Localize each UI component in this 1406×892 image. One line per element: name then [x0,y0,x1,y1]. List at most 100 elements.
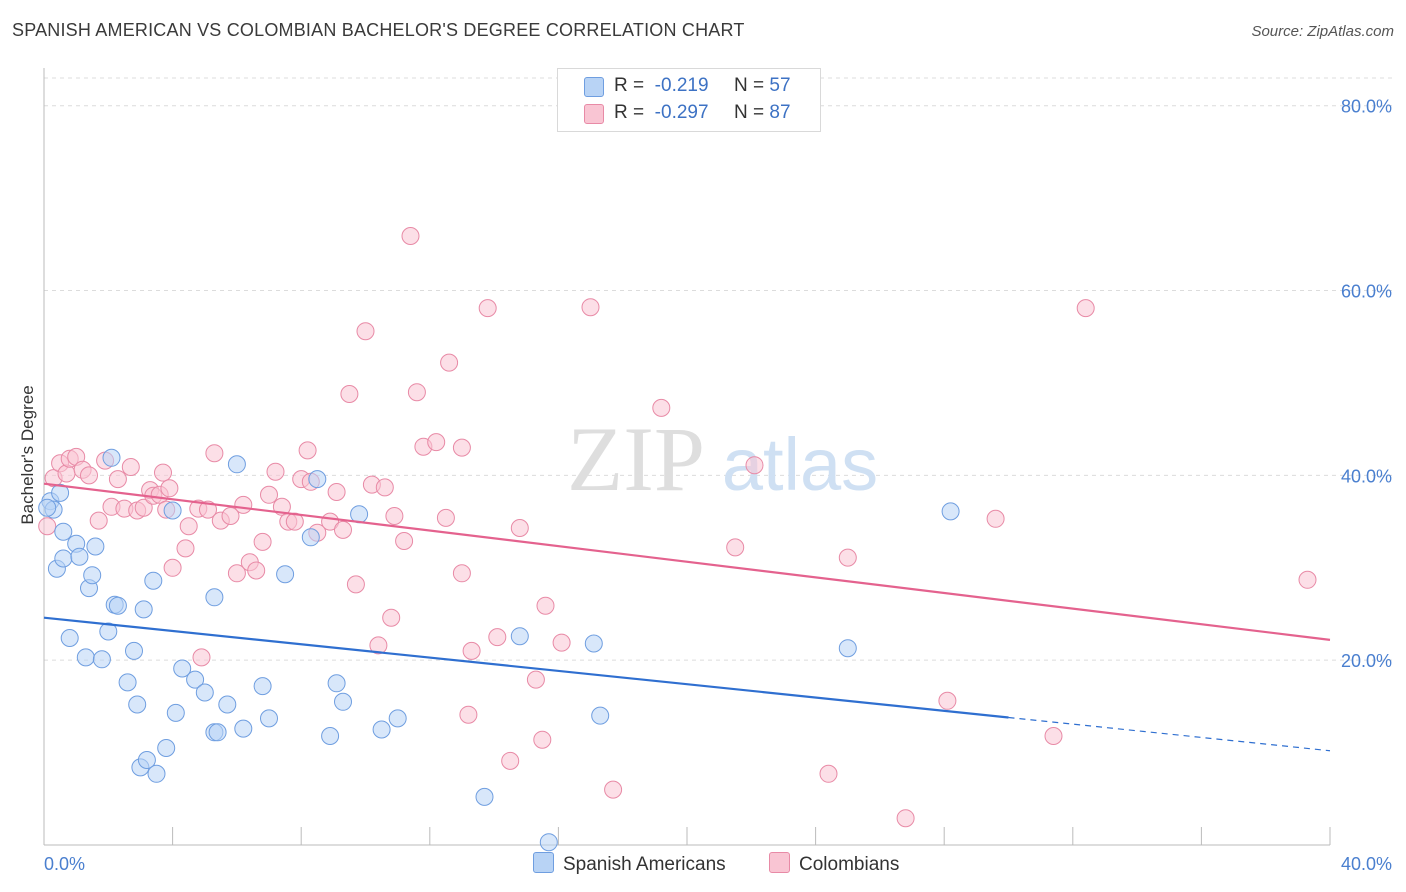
colombian-point [298,441,317,460]
spanish-american-point [205,588,224,607]
colombian-point [192,648,211,667]
legend-n-value: 57 [769,75,791,96]
colombian-point [382,608,401,627]
colombian-point [1298,570,1317,589]
spanish-american-point [134,600,153,619]
colombian-point [57,464,76,483]
spanish-american-point [208,723,227,742]
colombian-point [407,383,426,402]
colombian-point [986,509,1005,528]
colombian-point [1076,299,1095,318]
colombian-point [327,483,346,501]
colombian-point [108,470,127,489]
legend-swatch-blue [584,77,604,97]
colombian-point [526,670,545,689]
colombian-point [176,539,195,558]
colombian-point [726,538,745,557]
spanish-american-point [308,470,327,489]
spanish-american-point [147,764,166,783]
spanish-american-point [301,528,320,547]
spanish-american-point [99,622,118,641]
spanish-american-point [144,571,163,590]
colombian-point [340,385,359,403]
watermark-atlas: atlas [722,423,878,506]
y-tick-label: 40.0% [1341,466,1392,486]
y-axis-label: Bachelor's Degree [18,385,37,524]
colombian-point [488,628,507,647]
correlation-legend: R = -0.219 N = 57 R = -0.297 N = 87 [557,68,821,132]
spanish-american-point [51,483,70,502]
colombian-point [440,353,459,372]
spanish-american-point [173,659,192,678]
spanish-american-point [102,448,121,467]
spanish-american-point [334,692,352,711]
legend-label: Spanish Americans [563,854,726,875]
colombian-point [385,507,404,525]
trend-lines [43,482,1331,752]
spanish-american-point [227,455,246,474]
tick-labels: 20.0% 40.0% 60.0% 80.0% 0.0% 40.0% [44,97,1392,874]
colombian-point [459,705,478,724]
colombian-point [38,517,57,536]
colombian-point [401,227,420,245]
colombian-point [536,596,555,615]
spanish-american-point [157,739,176,757]
colombian-point [510,519,529,537]
chart-title: SPANISH AMERICAN VS COLOMBIAN BACHELOR'S… [12,20,745,40]
colombian-point [938,691,957,710]
spanish-american-point [137,751,156,769]
grid-lines [44,77,1392,661]
spanish-american-point [218,695,237,714]
colombian-point [652,398,671,417]
colombian-point [819,764,838,783]
colombian-point [452,564,471,583]
spanish-american-point [166,703,185,722]
colombian-point [462,641,481,660]
x-tick-label: 40.0% [1341,854,1392,874]
spanish-american-point [86,537,105,556]
colombian-point [253,532,272,551]
spanish-american-point [38,498,57,517]
watermark: ZIP atlas [567,408,878,510]
colombian-point [221,507,240,525]
legend-swatch-pink [769,852,790,873]
spanish-american-point [163,501,182,520]
source-label: Source: ZipAtlas.com [1251,23,1394,40]
spanish-american-point [234,719,253,738]
data-points [38,227,1317,852]
spanish-american-point [260,709,278,728]
bottom-legend-colombians[interactable]: Colombians [769,852,899,876]
colombian-point [199,500,217,519]
spanish-american-point [539,833,558,852]
spanish-american-trend-line [43,616,1009,719]
spanish-american-point [321,727,340,745]
y-tick-label: 80.0% [1341,97,1392,117]
watermark-zip: ZIP [567,408,705,510]
colombian-point [134,498,153,517]
colombian-point [346,575,365,594]
colombian-point [478,299,497,318]
colombian-point [160,479,179,498]
spanish-american-point [591,706,610,725]
spanish-american-point [838,639,857,658]
legend-r-label: R = [614,75,645,96]
legend-r-label: R = [614,102,645,123]
spanish-american-point [54,549,73,568]
legend-swatch-blue [533,852,554,873]
spanish-american-point [510,627,529,646]
colombian-point [266,462,285,481]
bottom-legend-spanish-americans[interactable]: Spanish Americans [533,852,726,876]
spanish-american-point [76,648,95,667]
colombian-point [227,564,246,583]
colombian-point [80,466,98,485]
colombian-point [247,561,266,580]
spanish-american-trend-extension [1008,716,1331,752]
spanish-american-point [475,787,494,806]
x-tick-label: 0.0% [44,854,85,874]
colombian-point [1044,727,1063,745]
colombian-point [395,532,414,550]
legend-n-label: N = [734,102,765,123]
colombian-point [427,433,446,452]
colombian-point [179,517,198,536]
